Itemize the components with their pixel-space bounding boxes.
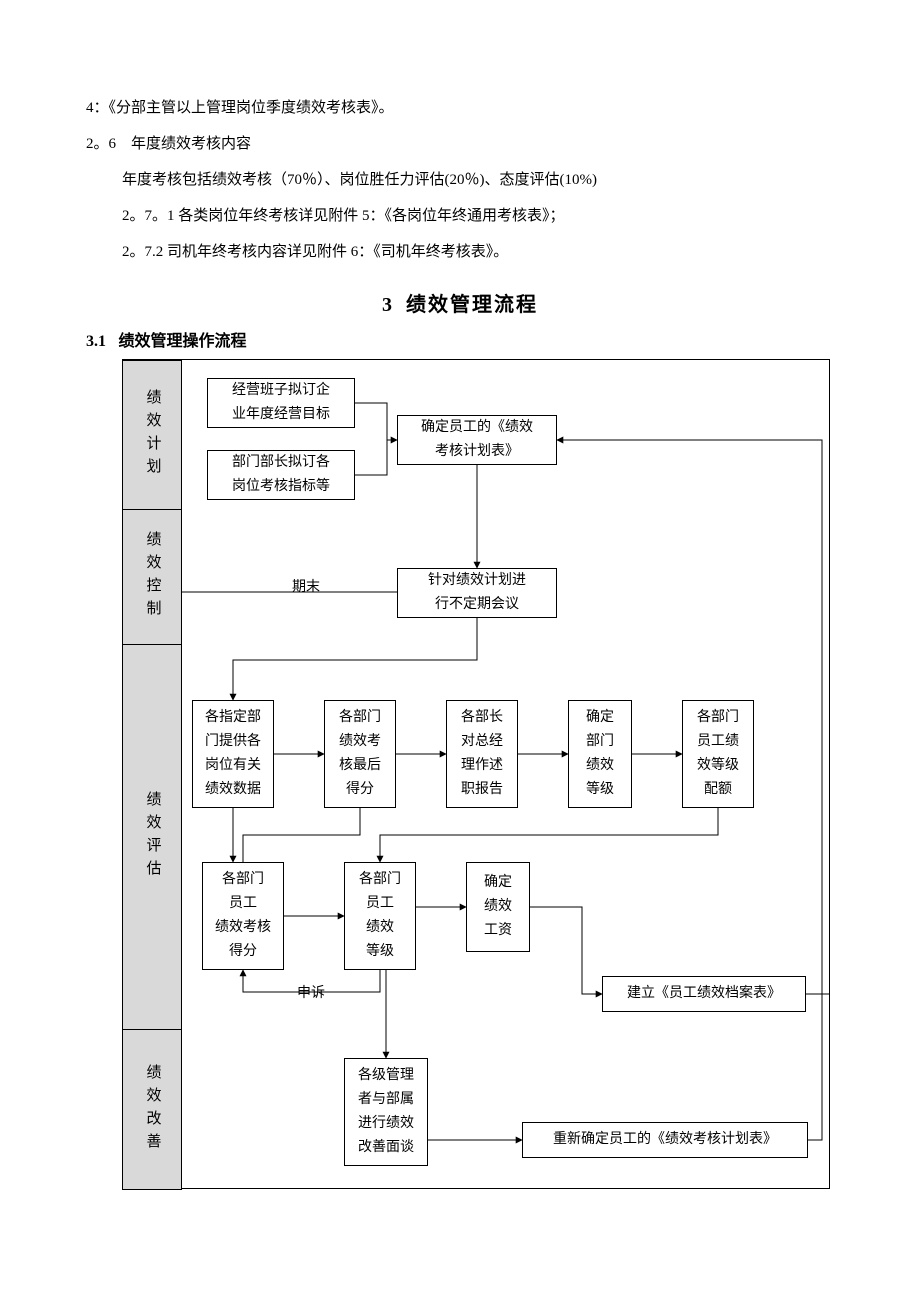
flowchart-node: 各级管理者与部属进行绩效改善面谈 xyxy=(344,1058,428,1166)
subsection-title-text: 绩效管理操作流程 xyxy=(118,333,246,350)
phase-label: 绩效改善 xyxy=(122,1029,182,1190)
flowchart-container: 绩效计划绩效控制绩效评估绩效改善 经营班子拟订企业年度经营目标部门部长拟订各岗位… xyxy=(122,359,830,1189)
flowchart-area: 经营班子拟订企业年度经营目标部门部长拟订各岗位考核指标等确定员工的《绩效考核计划… xyxy=(182,360,830,1188)
paragraph: 2。7.2 司机年终考核内容详见附件 6：《司机年终考核表》。 xyxy=(86,234,834,270)
flowchart-node: 确定部门绩效等级 xyxy=(568,700,632,808)
flowchart-node: 确定员工的《绩效考核计划表》 xyxy=(397,415,557,465)
section-title-text: 绩效管理流程 xyxy=(406,294,538,316)
paragraph: 2。7。1 各类岗位年终考核详见附件 5：《各岗位年终通用考核表》； xyxy=(86,198,834,234)
phase-label: 绩效评估 xyxy=(122,644,182,1030)
edge-label: 申诉 xyxy=(297,982,325,1002)
subsection-heading: 3.1 绩效管理操作流程 xyxy=(86,327,834,351)
paragraph: 2。6 年度绩效考核内容 xyxy=(86,126,834,162)
flowchart-node: 针对绩效计划进行不定期会议 xyxy=(397,568,557,618)
section-number: 3 xyxy=(382,294,392,316)
flowchart-node: 各部门绩效考核最后得分 xyxy=(324,700,396,808)
flowchart-node: 经营班子拟订企业年度经营目标 xyxy=(207,378,355,428)
flowchart-node: 各指定部门提供各岗位有关绩效数据 xyxy=(192,700,274,808)
phase-column: 绩效计划绩效控制绩效评估绩效改善 xyxy=(122,360,182,1188)
paragraph: 年度考核包括绩效考核（70％）、岗位胜任力评估(20％)、态度评估(10%) xyxy=(86,162,834,198)
flowchart-node: 各部门员工绩效考核得分 xyxy=(202,862,284,970)
flowchart-node: 各部门员工绩效等级配额 xyxy=(682,700,754,808)
flowchart-node: 各部长对总经理作述职报告 xyxy=(446,700,518,808)
section-heading: 3 绩效管理流程 xyxy=(86,288,834,317)
flowchart-node: 部门部长拟订各岗位考核指标等 xyxy=(207,450,355,500)
flowchart-node: 重新确定员工的《绩效考核计划表》 xyxy=(522,1122,808,1158)
phase-label: 绩效控制 xyxy=(122,509,182,645)
flowchart-node: 各部门员工绩效等级 xyxy=(344,862,416,970)
document-page: 4：《分部主管以上管理岗位季度绩效考核表》。 2。6 年度绩效考核内容 年度考核… xyxy=(0,0,920,1249)
phase-label: 绩效计划 xyxy=(122,360,182,510)
flowchart-node: 确定绩效工资 xyxy=(466,862,530,952)
subsection-number: 3.1 xyxy=(86,333,106,350)
flowchart-node: 建立《员工绩效档案表》 xyxy=(602,976,806,1012)
edge-label: 期末 xyxy=(292,576,320,596)
paragraph: 4：《分部主管以上管理岗位季度绩效考核表》。 xyxy=(86,90,834,126)
